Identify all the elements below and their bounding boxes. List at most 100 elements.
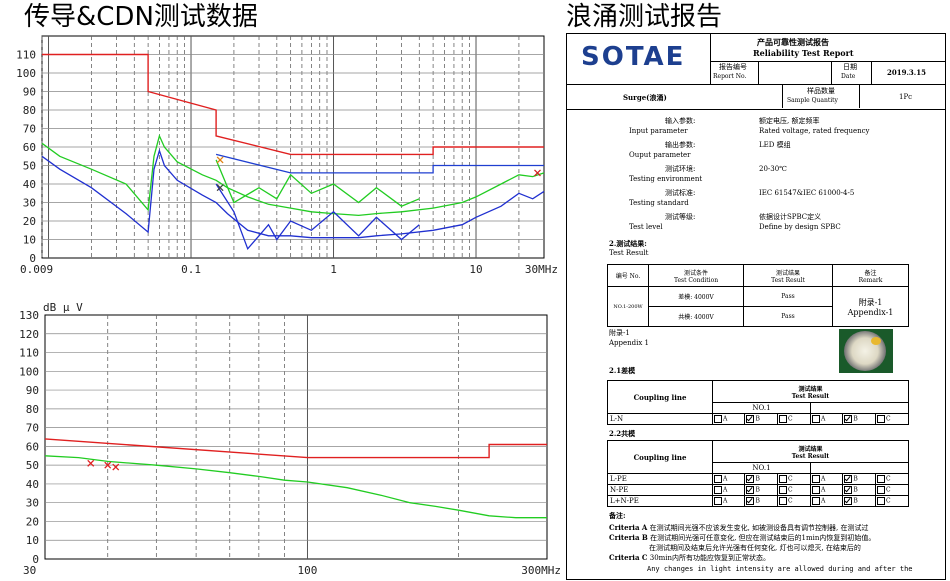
- top-chart-marker-2: [216, 184, 224, 192]
- cm-row-3-checkbox-3[interactable]: [779, 497, 788, 505]
- bottom-chart-ytick: 100: [19, 365, 39, 378]
- dm-row-1-checkbox-5[interactable]: [844, 415, 853, 423]
- param-1-value-en: Rated voltage, rated frequency: [759, 127, 870, 135]
- criteria-a: Criteria A 在测试期间光强不应该发生变化, 如被测设备具有调节控制器,…: [609, 523, 869, 532]
- result-heading-en: Test Result: [609, 249, 649, 257]
- test-result-table: 编号 No. 测试条件 Test Condition 测试结果 Test Resul…: [607, 264, 909, 327]
- bottom-chart-series-2: [44, 455, 547, 519]
- date-label-cn: 日期: [843, 63, 857, 71]
- cm-row-1-checkbox-3[interactable]: [779, 475, 788, 483]
- param-3-label-en: Testing environment: [629, 175, 703, 183]
- cm-row-3: L+N-PE A B C A B C: [607, 495, 909, 507]
- dm-row-1-checkbox-2[interactable]: [746, 415, 755, 423]
- dm-result-cn: 测试结果: [798, 385, 823, 393]
- cm-row-3-checkbox-5[interactable]: [844, 497, 853, 505]
- cm-row-2-option-label: A: [723, 486, 728, 494]
- cm-row-3-checkbox-1[interactable]: [714, 497, 722, 505]
- cm-row-1-checkbox-6[interactable]: [877, 475, 885, 483]
- cm-row-3-option-label: A: [820, 497, 826, 505]
- bottom-chart-ytick: 70: [26, 422, 39, 435]
- cm-row-label: L+N-PE: [607, 495, 713, 507]
- top-chart-ytick: 100: [16, 67, 36, 80]
- cm-row-3-option-label: B: [755, 497, 760, 505]
- cm-row-1-checkbox-1[interactable]: [714, 475, 722, 483]
- cm-row-3-checkbox-2[interactable]: [746, 497, 755, 505]
- top-chart-xtick: 0.1: [181, 263, 201, 276]
- top-chart-series-5: [215, 159, 420, 207]
- dm-row-1-option-label: A: [723, 415, 728, 423]
- report-title-en: Reliability Test Report: [753, 48, 854, 58]
- qty-label-cn: 样品数量: [807, 87, 835, 95]
- cm-row-1-checkbox-5[interactable]: [844, 475, 853, 483]
- param-5-value-en: Define by design SPBC: [759, 223, 841, 231]
- cm-row-2-checkbox-6[interactable]: [877, 486, 885, 494]
- dm-row-1-checkbox-1[interactable]: [714, 415, 722, 423]
- h-no-cn: 编号: [615, 273, 628, 280]
- cm-row-2-option-label: C: [788, 486, 793, 494]
- top-chart-xtick: 10: [469, 263, 482, 276]
- param-1-value: 额定电压, 额定频率: [759, 117, 820, 125]
- cm-result-en: Test Result: [791, 452, 830, 460]
- h-res-en: Test Result: [771, 276, 805, 284]
- product-name: Surge(浪涌): [623, 93, 667, 102]
- report-title-cn: 产品可靠性测试报告: [757, 37, 829, 47]
- cm-row-2-checkbox-1[interactable]: [714, 486, 722, 494]
- cm-row-2-checkbox-5[interactable]: [844, 486, 853, 494]
- cm-row-2-checkbox-2[interactable]: [746, 486, 755, 494]
- qty-label-en: Sample Quantity: [787, 97, 838, 104]
- row2-result: Pass: [743, 306, 833, 327]
- param-5-value: 依据设计SPBC定义: [759, 213, 822, 221]
- row1-condition: 差模: 4000V: [648, 286, 744, 307]
- param-3-label-cn: 测试环境:: [665, 165, 696, 173]
- cm-row-3-checkbox-4[interactable]: [811, 497, 820, 505]
- cm-row-2-option-label: B: [853, 486, 858, 494]
- report-date: 2019.3.15: [887, 68, 926, 77]
- param-1-label-cn: 输入参数:: [665, 117, 696, 125]
- appendix-label-en: Appendix 1: [609, 339, 650, 347]
- cm-row-3-option-label: C: [788, 497, 793, 505]
- param-5-label-en: Test level: [629, 223, 663, 231]
- sotae-logo: SOTAE: [581, 42, 686, 72]
- differential-mode-table: Coupling line 测试结果 Test Result NO.1 L-N A B…: [607, 380, 910, 425]
- notes-heading: 备注:: [609, 511, 626, 520]
- top-chart-ytick: 90: [23, 86, 36, 99]
- top-chart-xtick: 0.009: [20, 263, 53, 276]
- top-chart-ytick: 0: [29, 252, 36, 265]
- bottom-chart-ytick: 20: [26, 515, 39, 528]
- bottom-chart-xtick: 300MHz: [521, 564, 560, 577]
- footer-text: Any changes in light intensity are allow…: [647, 565, 913, 573]
- row1-result: Pass: [743, 286, 833, 307]
- dm-row-1: L-N A B C A B C: [607, 413, 909, 425]
- surge-test-report: SOTAE 产品可靠性测试报告 Reliability Test Report …: [566, 33, 946, 580]
- dm-row-1-checkbox-4[interactable]: [811, 415, 820, 423]
- bottom-chart-ytick: 10: [26, 534, 39, 547]
- criteria-b-cont: 在测试期间及结束后允许光强有任何变化, 灯也可以熄灭, 在结束后的: [649, 544, 861, 552]
- cm-row-1-option-label: B: [755, 475, 760, 483]
- bottom-chart-ytick: 80: [26, 403, 39, 416]
- param-2-label-cn: 输出参数:: [665, 141, 696, 149]
- cm-row-1-option-label: A: [723, 475, 728, 483]
- bottom-chart-xtick: 100: [298, 564, 318, 577]
- dm-row-1-option-label: B: [853, 415, 858, 423]
- bottom-chart-ytick: 110: [19, 347, 39, 360]
- cm-row-2-checkbox-3[interactable]: [779, 486, 788, 494]
- criteria-c: Criteria C 30min内所有功能应恢复到正常状态。: [609, 553, 771, 562]
- cm-row-3-checkbox-6[interactable]: [877, 497, 885, 505]
- sample-no: NO.1-200W: [607, 286, 649, 327]
- cm-row-1-checkbox-2[interactable]: [746, 475, 755, 483]
- cm-row-1-option-label: C: [788, 475, 793, 483]
- cm-row-2-option-label: B: [755, 486, 760, 494]
- param-5-label-cn: 测试等级:: [665, 213, 696, 221]
- top-chart-series-2: [215, 153, 544, 174]
- bottom-chart-ytick: 130: [19, 309, 39, 322]
- cm-row-2-checkbox-4[interactable]: [811, 486, 820, 494]
- cm-row-1-option-label: A: [820, 475, 826, 483]
- dm-row-1-checkbox-6[interactable]: [877, 415, 885, 423]
- radiated-emission-chart: 0 10 20 30 40 50 60 70 80 90 100 110 120 130 30 100 300M…: [19, 301, 560, 577]
- cm-row-1-checkbox-4[interactable]: [811, 475, 820, 483]
- dm-row-1-checkbox-3[interactable]: [779, 415, 788, 423]
- top-chart-xtick: 30MHz: [525, 263, 558, 276]
- cm-coupling-line-header: Coupling line: [607, 440, 713, 474]
- cm-row-2-option-label: C: [886, 486, 891, 494]
